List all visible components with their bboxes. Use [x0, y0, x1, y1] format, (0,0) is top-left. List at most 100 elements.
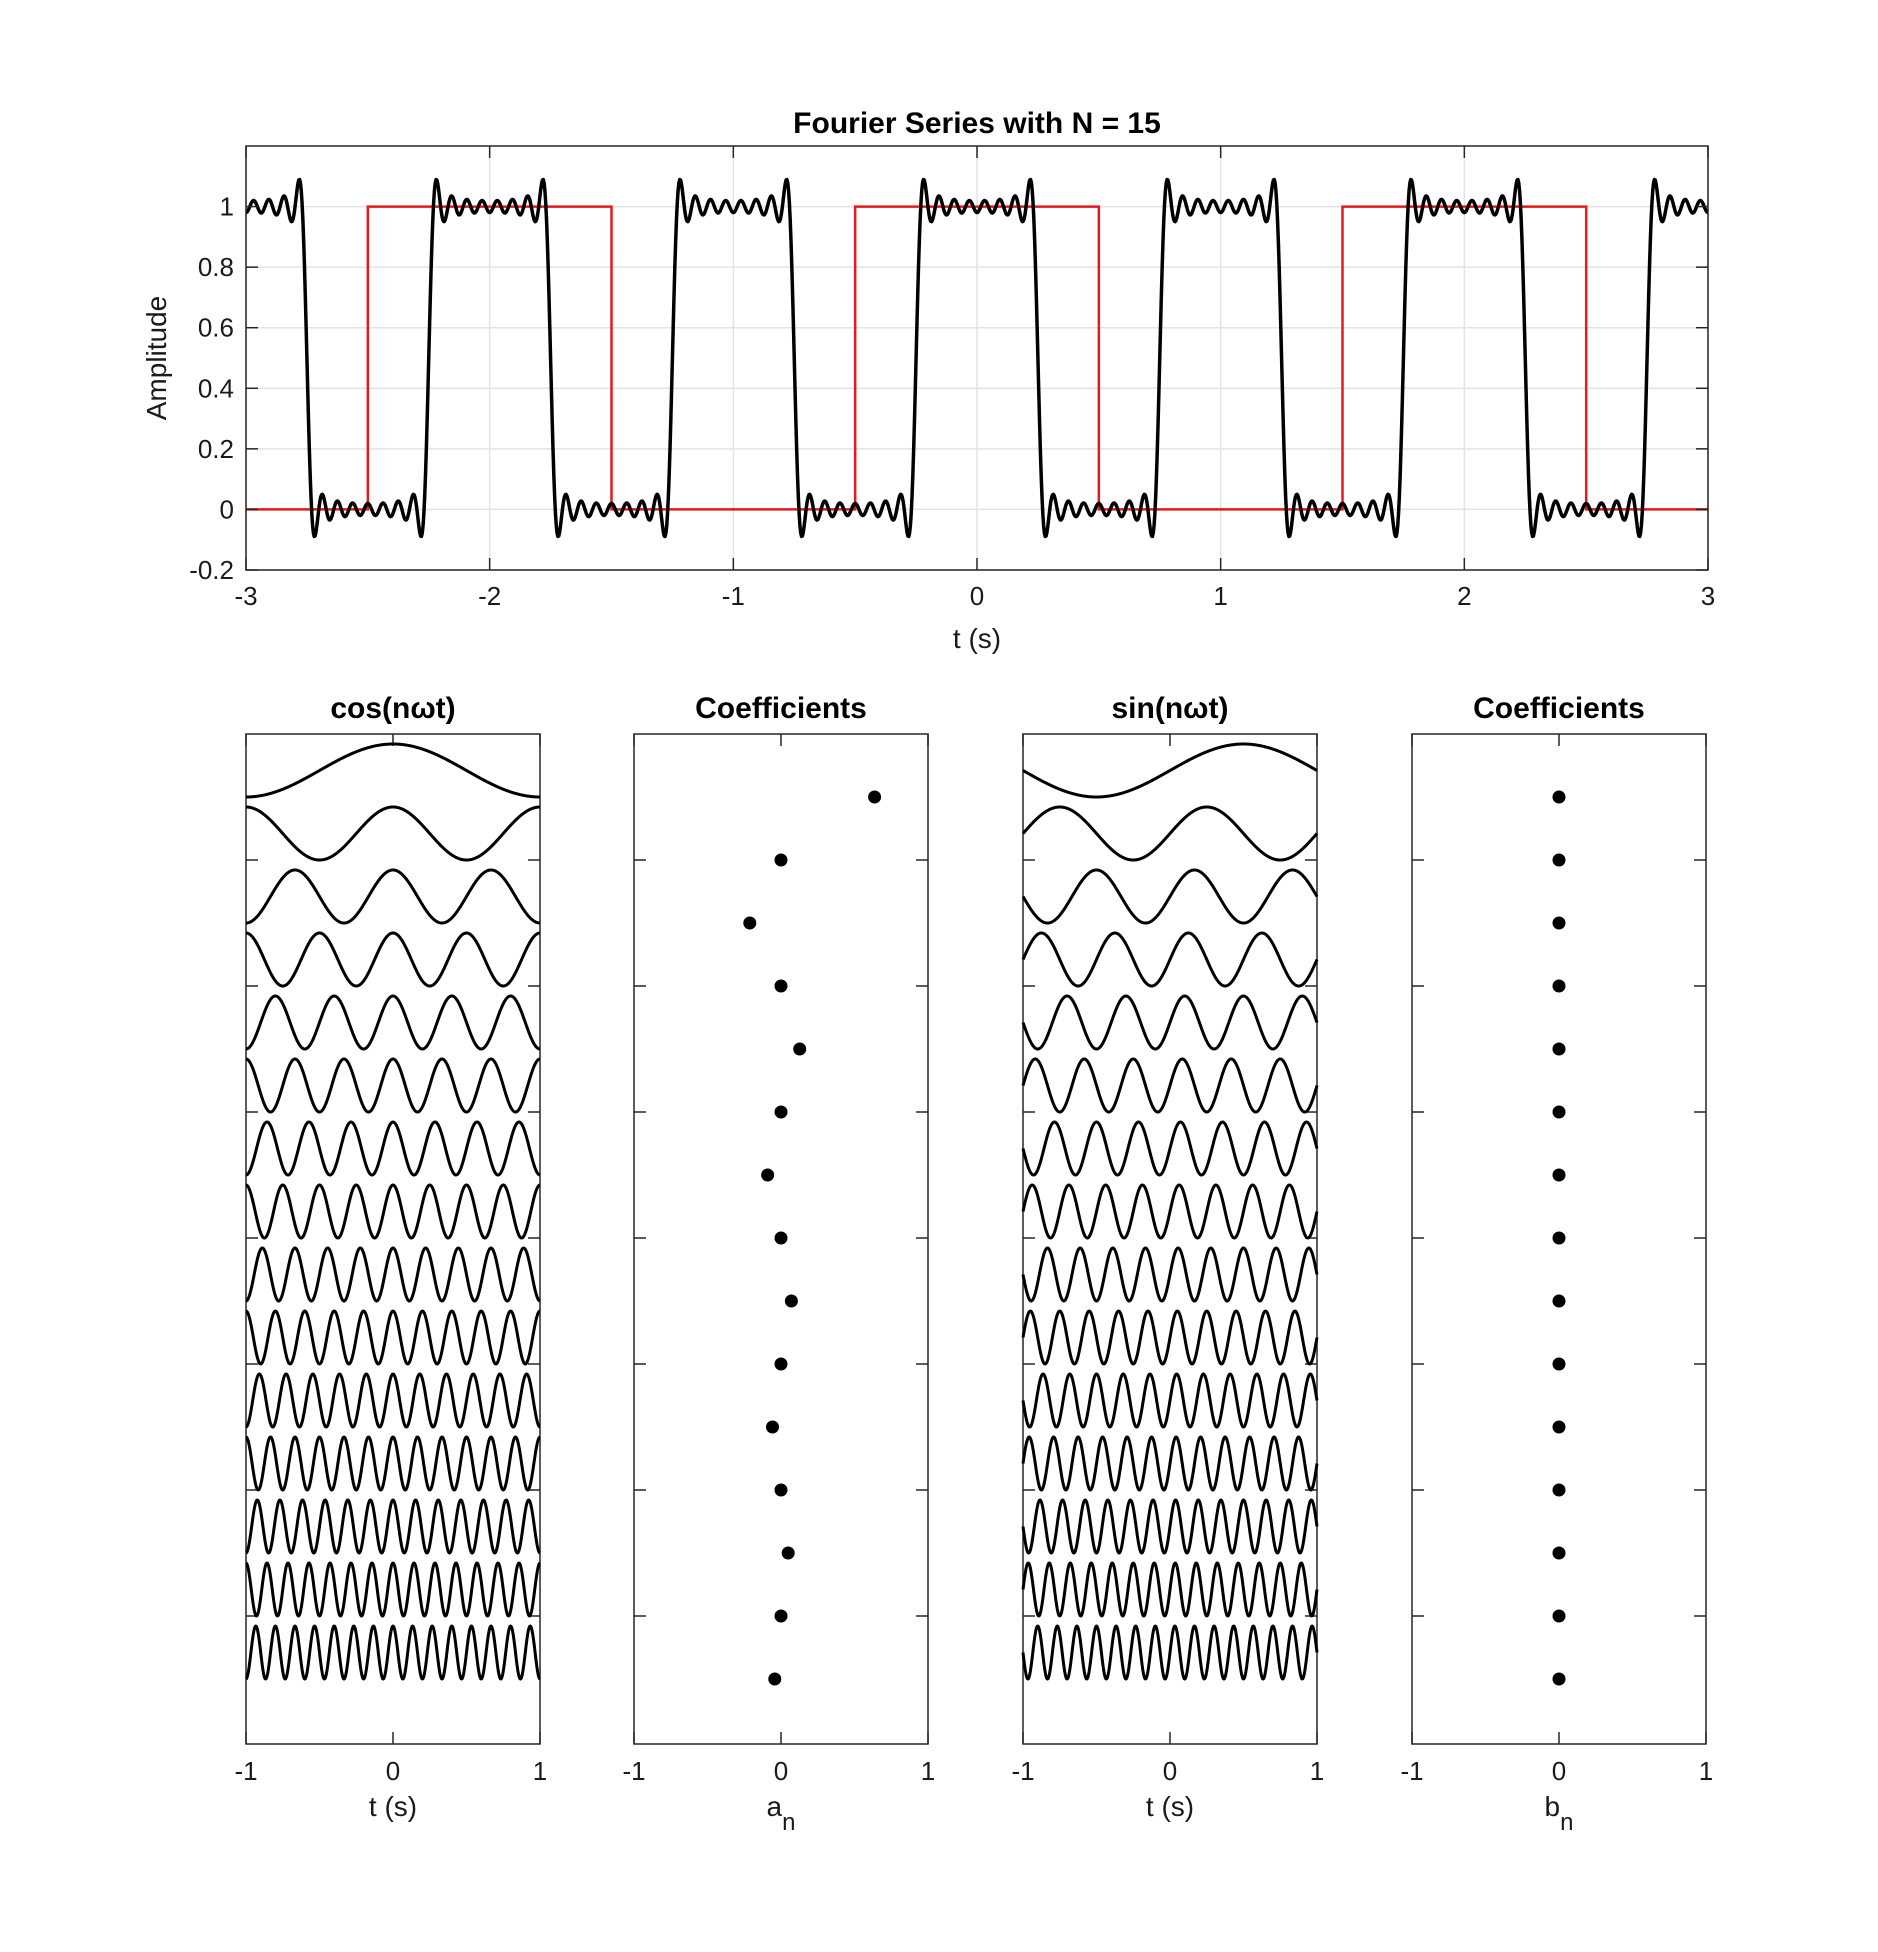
y-tick-label: 0.6 [198, 313, 234, 343]
coefficient-point-n14 [1552, 1609, 1566, 1623]
cos-wave-n13 [244, 1498, 542, 1555]
y-tick-label: 0 [220, 494, 234, 524]
x-tick-label: -3 [234, 581, 257, 611]
sin-wave-n2 [1021, 805, 1319, 862]
a-coefficients-axes: -1 0 1 Coefficients an [622, 692, 935, 1836]
sin-wave-n3 [1021, 868, 1319, 925]
coefficient-point-n13 [1552, 1546, 1566, 1560]
x-tick-label: -1 [622, 1756, 645, 1786]
y-tick-label: 0.8 [198, 252, 234, 282]
coefficient-point-n7 [1552, 1168, 1566, 1182]
x-axis-label-text: b [1545, 1791, 1561, 1822]
panel-title: Coefficients [1473, 692, 1645, 725]
coefficient-point-n2 [1552, 853, 1566, 867]
y-axis-label: Amplitude [141, 296, 172, 421]
sin-wave-n10 [1021, 1309, 1319, 1366]
x-tick-label: -1 [1011, 1756, 1034, 1786]
cos-wave-n3 [244, 868, 542, 925]
x-tick-label: -2 [478, 581, 501, 611]
sin-wave-n15 [1021, 1624, 1319, 1681]
x-tick-label: 2 [1457, 581, 1471, 611]
sin-wave-n13 [1021, 1498, 1319, 1555]
coefficient-point-n5 [793, 1042, 807, 1056]
cos-wave-n14 [244, 1561, 542, 1618]
coefficient-point-n11 [1552, 1420, 1566, 1434]
sin-wave-n4 [1021, 931, 1319, 988]
cos-wave-n10 [244, 1309, 542, 1366]
x-tick-label: 1 [1213, 581, 1227, 611]
sin-wave-n12 [1021, 1435, 1319, 1492]
x-tick-label: -1 [234, 1756, 257, 1786]
cos-wave-n7 [244, 1120, 542, 1177]
coefficient-point-n11 [765, 1420, 779, 1434]
x-tick-label: -1 [722, 581, 745, 611]
coefficient-point-n14 [774, 1609, 788, 1623]
coefficient-point-n6 [1552, 1105, 1566, 1119]
y-tick-label: 0.4 [198, 373, 234, 403]
fourier-approximation-line [245, 177, 1709, 539]
coefficient-point-n10 [774, 1357, 788, 1371]
coefficient-point-n9 [1552, 1294, 1566, 1308]
coefficient-point-n1 [1552, 790, 1566, 804]
x-axis-label-text: t (s) [369, 1791, 417, 1822]
square-wave-line [246, 205, 1708, 511]
cos-wave-n6 [244, 1057, 542, 1114]
x-axis-label-subscript: n [1560, 1809, 1573, 1836]
x-axis-label: t (s) [369, 1791, 417, 1822]
x-axis-label: t (s) [953, 623, 1001, 654]
cos-basis-axes: -1 0 1 cos(nωt) t (s) [234, 692, 547, 1822]
x-axis-label-text: a [767, 1791, 783, 1822]
coefficient-point-n4 [774, 979, 788, 993]
x-tick-label: 1 [921, 1756, 935, 1786]
x-tick-label: -1 [1400, 1756, 1423, 1786]
cos-wave-n2 [244, 805, 542, 862]
x-tick-label: 0 [1552, 1756, 1566, 1786]
sin-wave-n5 [1021, 994, 1319, 1051]
fourier-series-axes: -3 -2 -1 0 1 2 3 -0.2 0 0.2 0.4 0.6 0.8 1 Fourier Seri… [141, 107, 1715, 654]
x-axis-label: an [767, 1791, 796, 1836]
coefficient-point-n8 [774, 1231, 788, 1245]
y-tick-label: 0.2 [198, 434, 234, 464]
coefficient-point-n15 [1552, 1672, 1566, 1686]
cos-wave-n11 [244, 1372, 542, 1429]
x-tick-label: 0 [1163, 1756, 1177, 1786]
y-tick-label: 1 [220, 192, 234, 222]
cos-wave-n5 [244, 994, 542, 1051]
sin-wave-n1 [1021, 742, 1319, 799]
coefficient-point-n12 [1552, 1483, 1566, 1497]
coefficient-point-n10 [1552, 1357, 1566, 1371]
cos-wave-n8 [244, 1183, 542, 1240]
sin-wave-n11 [1021, 1372, 1319, 1429]
sin-wave-n14 [1021, 1561, 1319, 1618]
sin-wave-n8 [1021, 1183, 1319, 1240]
cos-wave-n4 [244, 931, 542, 988]
cos-wave-n1 [244, 742, 542, 799]
sin-basis-axes: -1 0 1 sin(nωt) t (s) [1011, 692, 1324, 1822]
coefficient-point-n12 [774, 1483, 788, 1497]
panel-title: cos(nωt) [330, 692, 455, 725]
panel-title: Coefficients [695, 692, 867, 725]
coefficient-point-n4 [1552, 979, 1566, 993]
coefficient-point-n3 [743, 916, 757, 930]
b-coefficients-axes: -1 0 1 Coefficients bn [1400, 692, 1713, 1836]
x-tick-label: 1 [533, 1756, 547, 1786]
x-axis-label: t (s) [1146, 1791, 1194, 1822]
cos-wave-n15 [244, 1624, 542, 1681]
coefficient-point-n13 [781, 1546, 795, 1560]
coefficient-point-n3 [1552, 916, 1566, 930]
coefficient-point-n15 [768, 1672, 782, 1686]
coefficient-point-n8 [1552, 1231, 1566, 1245]
x-tick-label: 0 [970, 581, 984, 611]
cos-wave-n12 [244, 1435, 542, 1492]
x-axis-label: bn [1545, 1791, 1574, 1836]
sin-wave-n6 [1021, 1057, 1319, 1114]
cos-wave-n9 [244, 1246, 542, 1303]
coefficient-point-n9 [784, 1294, 798, 1308]
panel-title: sin(nωt) [1112, 692, 1229, 725]
coefficient-point-n1 [868, 790, 882, 804]
coefficient-point-n2 [774, 853, 788, 867]
y-tick-label: -0.2 [189, 555, 234, 585]
x-tick-label: 1 [1699, 1756, 1713, 1786]
